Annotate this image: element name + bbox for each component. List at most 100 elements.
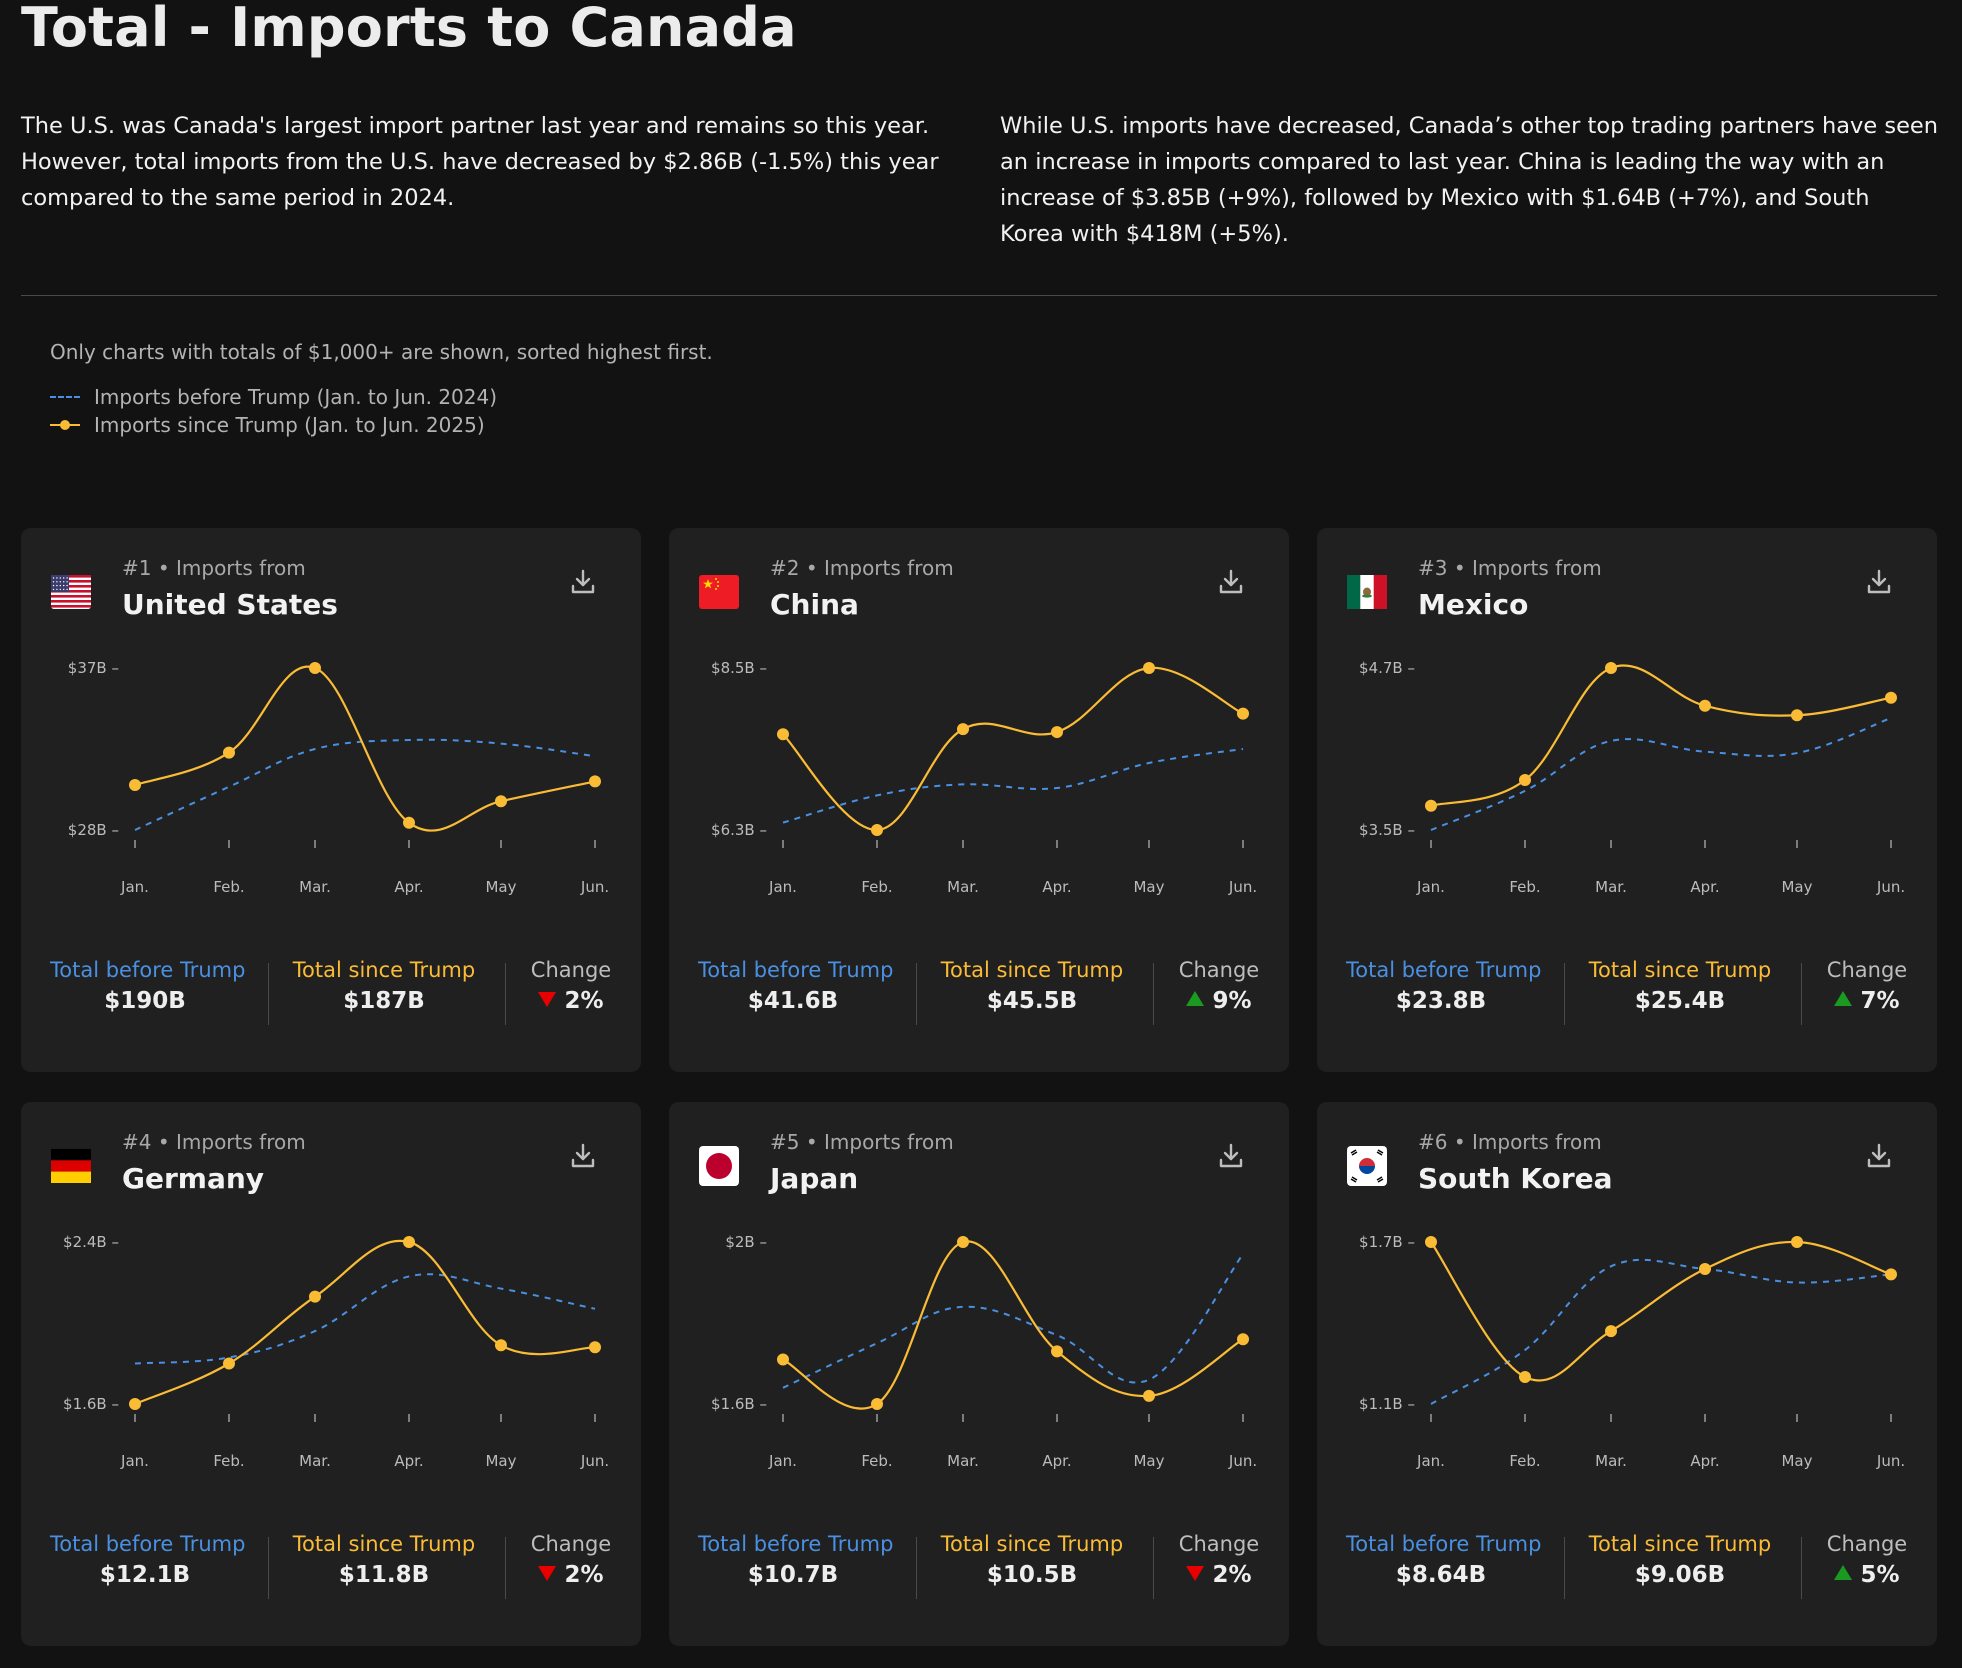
series-line-since [134, 665, 596, 832]
series-line-since [782, 1240, 1244, 1410]
data-point-since[interactable] [871, 824, 883, 836]
x-tick-label: May [1781, 1452, 1813, 1470]
data-point-since[interactable] [1699, 699, 1711, 712]
de-flag-icon [49, 1144, 93, 1188]
x-tick-label: May [485, 878, 517, 896]
data-point-since[interactable] [1605, 1325, 1617, 1338]
change: Change 9% [1174, 958, 1264, 1014]
data-point-since[interactable] [871, 1398, 883, 1410]
stat-separator [268, 963, 269, 1025]
download-icon[interactable] [567, 1140, 599, 1172]
total-since: Total since Trump $10.5B [937, 1532, 1127, 1588]
x-tick-label: Jun. [1876, 878, 1906, 896]
download-icon[interactable] [567, 566, 599, 598]
data-point-since[interactable] [495, 795, 507, 808]
change-value-wrap: 7% [1822, 988, 1912, 1014]
total-before-label: Total before Trump [1346, 958, 1542, 982]
data-point-since[interactable] [1425, 799, 1437, 812]
x-tick-label: Apr. [1690, 878, 1720, 896]
x-tick-label: Feb. [1509, 1452, 1541, 1470]
legend-since-label: Imports since Trump (Jan. to Jun. 2025) [94, 413, 485, 437]
change-label: Change [1826, 958, 1908, 982]
total-before-value: $190B [104, 988, 186, 1014]
total-before: Total before Trump $41.6B [698, 958, 893, 1014]
intro-left: The U.S. was Canada's largest import par… [21, 113, 939, 211]
data-point-since[interactable] [1791, 1236, 1803, 1248]
data-point-since[interactable] [1051, 1345, 1063, 1358]
data-point-since[interactable] [403, 816, 415, 829]
total-before: Total before Trump $10.7B [698, 1532, 894, 1588]
y-tick-label: $1.1B – [1359, 1395, 1415, 1413]
y-tick-label: $3.5B – [1359, 821, 1415, 839]
data-point-since[interactable] [1699, 1263, 1711, 1275]
x-tick-label: Jan. [1417, 1452, 1445, 1470]
x-tick-label: Apr. [394, 878, 424, 896]
data-point-since[interactable] [1143, 662, 1155, 674]
stat-separator [505, 963, 506, 1025]
data-point-since[interactable] [129, 1398, 141, 1410]
line-chart: $4.7B – $3.5B – [1359, 659, 1897, 848]
data-point-since[interactable] [1885, 691, 1897, 704]
y-tick-label: $1.6B – [711, 1395, 767, 1413]
series-line-before [782, 748, 1244, 824]
total-before-value: $12.1B [99, 1562, 191, 1588]
data-point-since[interactable] [1791, 709, 1803, 722]
x-tick-label: Jan. [769, 1452, 797, 1470]
data-point-since[interactable] [777, 1353, 789, 1366]
total-since-label: Total since Trump [940, 958, 1124, 982]
total-since-value: $45.5B [986, 988, 1078, 1014]
total-since-value: $187B [343, 988, 425, 1014]
download-icon[interactable] [1863, 566, 1895, 598]
legend-before-label: Imports before Trump (Jan. to Jun. 2024) [94, 385, 498, 409]
series-line-before [782, 1253, 1244, 1389]
x-tick-label: May [485, 1452, 517, 1470]
change-label: Change [530, 1532, 612, 1556]
download-icon[interactable] [1215, 1140, 1247, 1172]
country-card-japan: #5 • Imports from Japan Total before Tru… [669, 1102, 1289, 1646]
x-tick-label: Mar. [1595, 1452, 1627, 1470]
data-point-since[interactable] [1051, 726, 1063, 739]
change: Change 7% [1822, 958, 1912, 1014]
data-point-since[interactable] [403, 1236, 415, 1248]
change: Change 2% [526, 958, 616, 1014]
stat-separator [1801, 1537, 1802, 1599]
stat-separator [1801, 963, 1802, 1025]
data-point-since[interactable] [1605, 662, 1617, 674]
data-point-since[interactable] [1519, 1371, 1531, 1383]
data-point-since[interactable] [129, 779, 141, 791]
x-tick-label: Jan. [1417, 878, 1445, 896]
data-point-since[interactable] [1425, 1236, 1437, 1248]
line-chart: $1.7B – $1.1B – [1359, 1233, 1897, 1422]
total-since-label: Total since Trump [940, 1532, 1124, 1556]
data-point-since[interactable] [1519, 774, 1531, 787]
jp-flag-icon [697, 1144, 741, 1188]
mx-flag-icon [1345, 570, 1389, 614]
download-icon[interactable] [1215, 566, 1247, 598]
data-point-since[interactable] [495, 1339, 507, 1352]
total-before-label: Total before Trump [698, 1532, 894, 1556]
data-point-since[interactable] [1885, 1268, 1897, 1281]
x-tick-label: May [1133, 878, 1165, 896]
data-point-since[interactable] [223, 1357, 235, 1370]
data-point-since[interactable] [1237, 707, 1249, 720]
data-point-since[interactable] [589, 1341, 601, 1354]
legend-dashed-swatch [50, 396, 80, 398]
total-since-value: $25.4B [1634, 988, 1726, 1014]
data-point-since[interactable] [957, 1236, 969, 1248]
data-point-since[interactable] [1143, 1389, 1155, 1402]
total-since-label: Total since Trump [292, 958, 476, 982]
card-rank: #2 • Imports from [770, 556, 954, 580]
data-point-since[interactable] [309, 1290, 321, 1303]
stat-separator [1153, 1537, 1154, 1599]
data-point-since[interactable] [1237, 1333, 1249, 1346]
data-point-since[interactable] [589, 775, 601, 788]
data-point-since[interactable] [223, 746, 235, 759]
download-icon[interactable] [1863, 1140, 1895, 1172]
data-point-since[interactable] [309, 662, 321, 674]
data-point-since[interactable] [957, 723, 969, 736]
legend-solid-swatch [50, 419, 80, 431]
data-point-since[interactable] [777, 728, 789, 741]
change-value: 9% [1212, 988, 1252, 1014]
series-line-before [1430, 1258, 1892, 1405]
x-tick-label: Jan. [121, 1452, 149, 1470]
